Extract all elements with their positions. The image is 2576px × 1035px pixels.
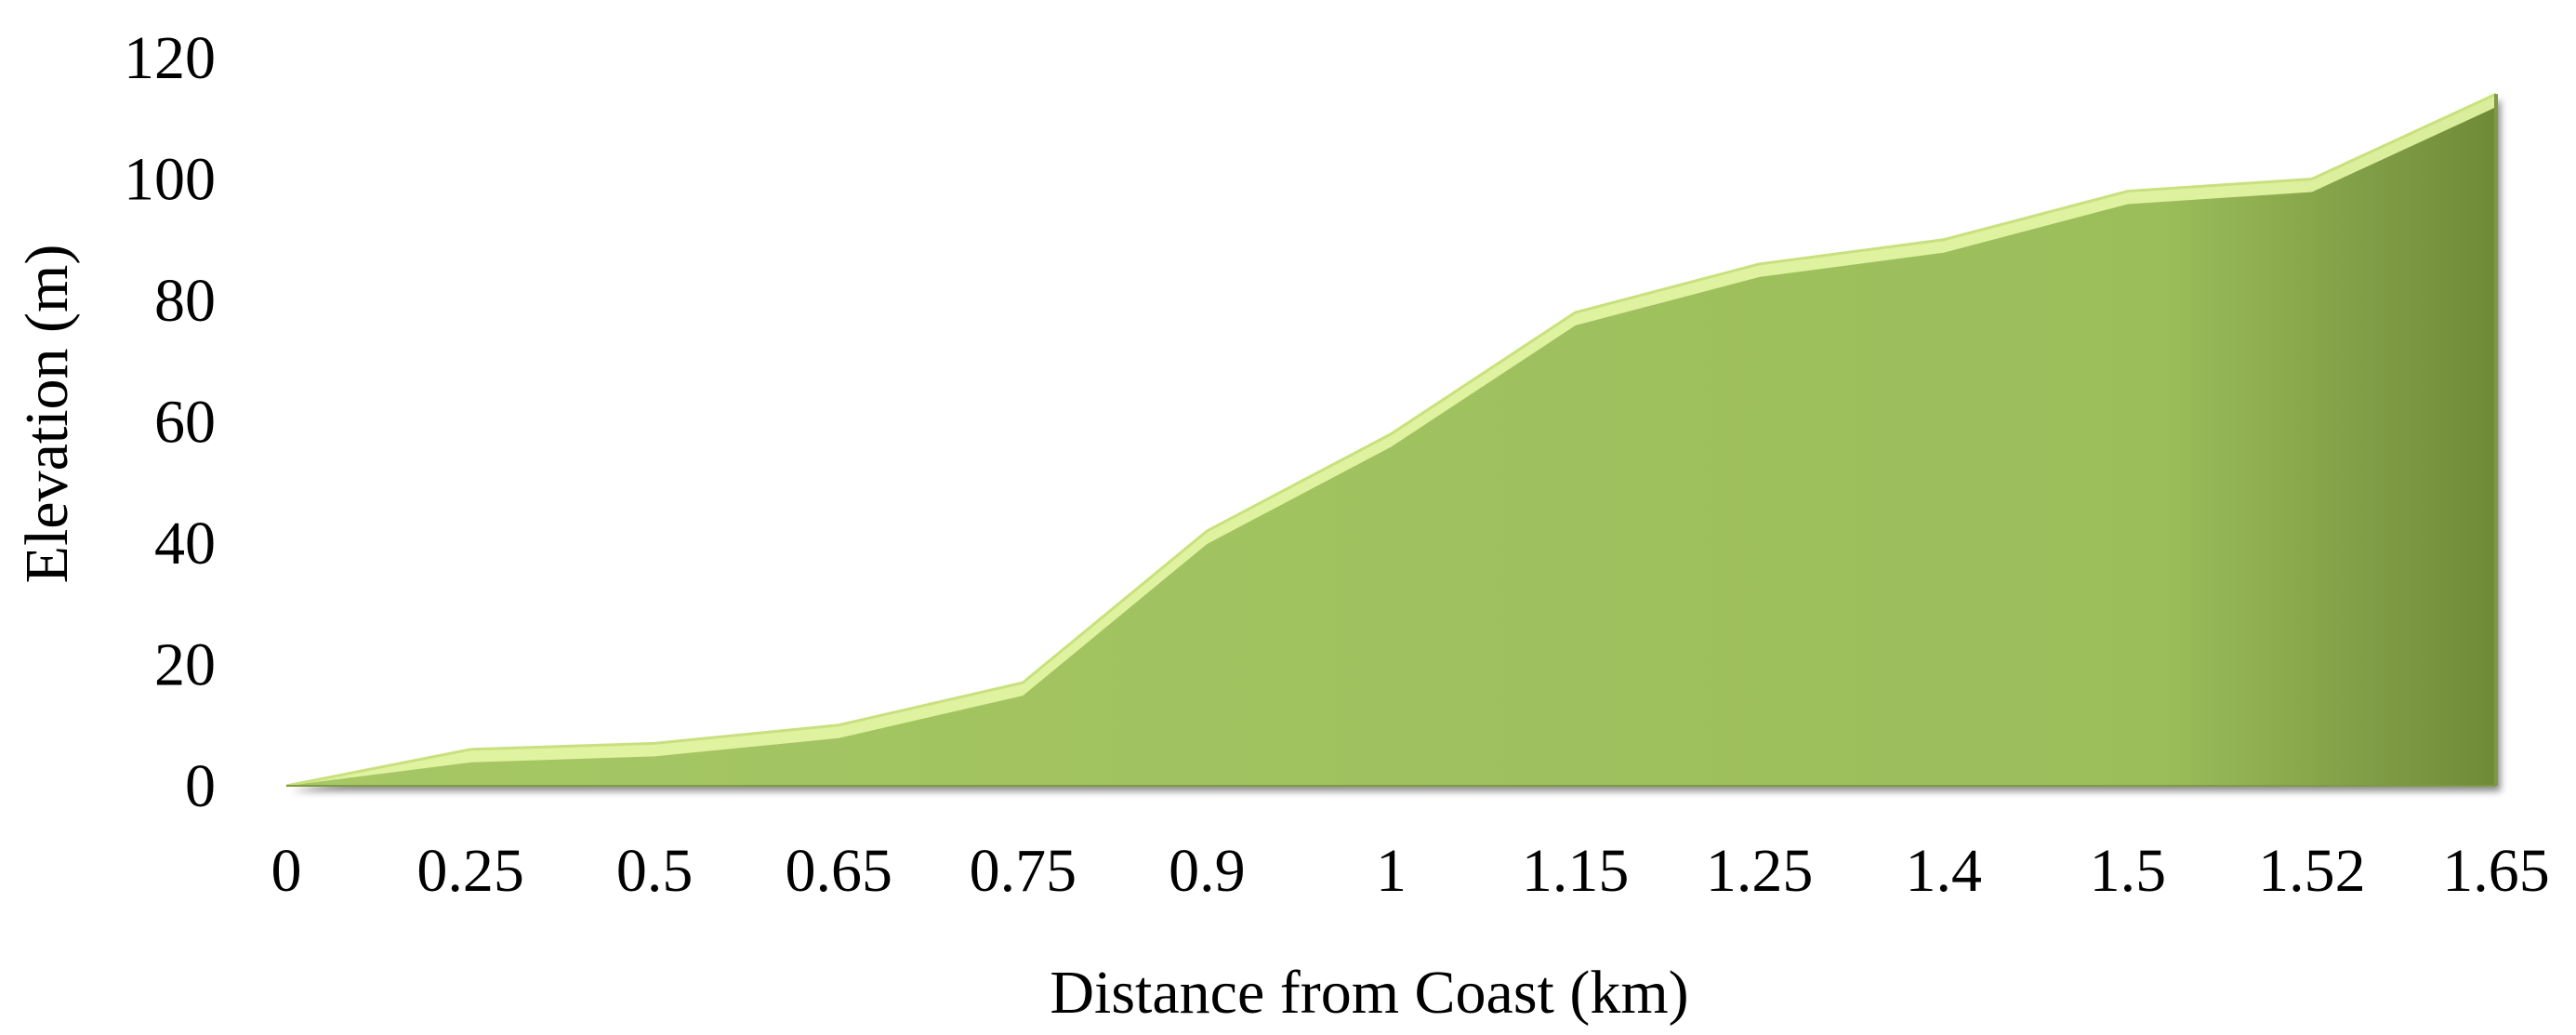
y-axis-title: Elevation (m): [13, 245, 81, 584]
y-tick-label: 80: [154, 267, 216, 335]
elevation-area-top-edge: [285, 92, 2497, 788]
x-tick-label: 0.75: [970, 837, 1077, 905]
y-tick-label: 120: [124, 24, 216, 92]
y-axis-ticks: 0 20 40 60 80 100 120: [124, 24, 216, 820]
x-tick-label: 0.65: [786, 837, 893, 905]
x-tick-label: 0: [271, 837, 302, 905]
elevation-area-bevel: [286, 94, 2496, 786]
x-tick-label: 1.52: [2258, 837, 2366, 905]
x-tick-label: 1.15: [1522, 837, 1630, 905]
x-axis-ticks: 0 0.25 0.5 0.65 0.75 0.9 1 1.15 1.25 1.4 1.5 1.52 1.…: [271, 837, 2550, 905]
y-tick-label: 40: [154, 510, 216, 577]
x-tick-label: 1.4: [1906, 837, 1983, 905]
x-tick-label: 1.5: [2090, 837, 2167, 905]
x-tick-label: 0.5: [616, 837, 694, 905]
x-tick-label: 0.25: [416, 837, 524, 905]
x-tick-label: 1.65: [2442, 837, 2550, 905]
y-tick-label: 0: [185, 752, 216, 820]
y-tick-label: 20: [154, 631, 216, 699]
x-axis-title: Distance from Coast (km): [1050, 959, 1688, 1027]
x-tick-label: 0.9: [1169, 837, 1246, 905]
y-tick-label: 100: [124, 146, 216, 214]
x-tick-label: 1.25: [1706, 837, 1814, 905]
plot-area: [285, 92, 2498, 788]
x-tick-label: 1: [1376, 837, 1407, 905]
y-tick-label: 60: [154, 389, 216, 457]
